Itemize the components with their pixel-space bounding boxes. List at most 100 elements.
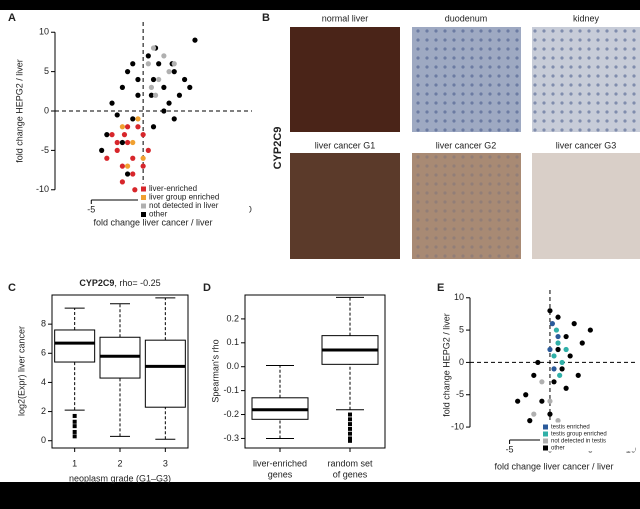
y-axis-label: log2(Expr) liver cancer (16, 326, 26, 416)
micrograph (290, 153, 400, 259)
legend-swatch (141, 195, 146, 200)
point (171, 61, 177, 67)
point (182, 76, 188, 83)
point (150, 124, 157, 130)
point (104, 155, 110, 161)
point (539, 398, 545, 404)
legend-label: testis enriched (551, 425, 590, 431)
y-tick-label: -5 (41, 145, 49, 155)
point (124, 69, 131, 75)
y-axis-label: Spearman's rho (210, 339, 220, 402)
point (119, 124, 125, 130)
point (135, 92, 141, 98)
y-tick-label: 0.2 (226, 313, 239, 323)
x-tick-label: of genes (333, 469, 368, 479)
point (531, 372, 537, 378)
legend-swatch (543, 445, 548, 451)
point (121, 132, 128, 138)
outlier (348, 412, 352, 417)
x-tick-label: -5 (87, 204, 95, 214)
legend-label: liver group enriched (149, 193, 219, 202)
point (575, 372, 581, 378)
y-tick-label: -5 (456, 389, 464, 399)
point (119, 163, 125, 169)
point (535, 359, 541, 366)
outlier (348, 417, 352, 422)
x-axis-label: fold change liver cancer / liver (494, 461, 613, 471)
point (551, 353, 557, 359)
point (579, 340, 585, 346)
outlier (72, 429, 77, 434)
stain-label: CYP2C9 (272, 127, 284, 170)
micrograph (532, 153, 640, 259)
y-tick-label: 5 (44, 66, 49, 76)
outlier (72, 434, 77, 439)
legend-bg (540, 422, 635, 452)
y-tick-label: -0.2 (223, 409, 239, 419)
legend-swatch (543, 431, 548, 437)
point (547, 411, 553, 417)
panel-label: C (8, 282, 16, 294)
x-axis-label: neoplasm grade (G1–G3) (69, 473, 171, 483)
legend-label: liver-enriched (149, 184, 197, 193)
outlier (348, 436, 352, 441)
box (144, 339, 186, 408)
plot-frame (244, 294, 386, 449)
point (124, 124, 131, 130)
y-tick-label: -0.1 (223, 385, 239, 395)
point (523, 392, 529, 398)
y-tick-label: -10 (36, 184, 49, 194)
tissue-label: liver cancer G2 (436, 140, 497, 150)
point (130, 139, 136, 146)
x-axis-label: fold change liver cancer / liver (93, 217, 212, 227)
y-tick-label: 0 (41, 435, 46, 445)
outlier (348, 426, 352, 431)
point (161, 84, 167, 90)
point (192, 37, 198, 43)
point (119, 179, 125, 185)
point (99, 147, 105, 153)
point (547, 346, 553, 353)
legend-swatch (141, 203, 146, 209)
point (148, 84, 155, 90)
point (539, 379, 545, 385)
x-tick-label: random set (327, 458, 373, 468)
legend-label: not detected in liver (149, 201, 219, 210)
legend-label: testis group enriched (551, 432, 607, 438)
y-axis-label: fold change HEPG2 / liver (14, 59, 24, 163)
panel-label: A (8, 12, 16, 24)
point (150, 45, 157, 51)
point (124, 171, 131, 177)
y-tick-label: 5 (459, 324, 464, 334)
point (549, 321, 555, 327)
point (555, 314, 561, 320)
point (171, 116, 177, 122)
legend-swatch (543, 438, 548, 444)
point (135, 116, 141, 122)
point (176, 92, 183, 98)
point (559, 366, 565, 372)
y-tick-label: 0 (459, 357, 464, 367)
outlier (72, 424, 77, 429)
box (54, 329, 96, 363)
point (515, 398, 521, 404)
y-tick-label: 0 (44, 105, 49, 115)
texture (412, 153, 521, 259)
panel-label: E (437, 282, 444, 294)
point (547, 398, 553, 404)
x-tick-label: 2 (117, 458, 122, 468)
legend-swatch (141, 186, 146, 192)
y-tick-label: 10 (39, 27, 49, 37)
point (551, 366, 557, 372)
point (150, 76, 157, 83)
point (104, 132, 110, 138)
y-tick-label: 4 (41, 377, 46, 387)
point (161, 108, 167, 114)
y-axis-label: fold change HEPG2 / liver (441, 313, 451, 417)
legend-swatch (543, 424, 548, 430)
point (148, 92, 155, 98)
point (563, 333, 569, 340)
point (156, 61, 162, 67)
point (130, 61, 136, 67)
